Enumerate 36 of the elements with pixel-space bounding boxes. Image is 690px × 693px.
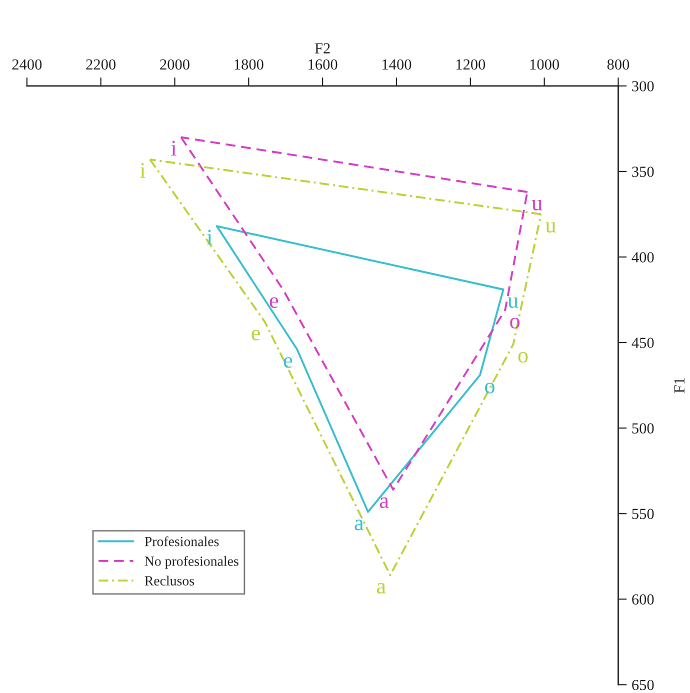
x-tick-label: 2400	[12, 59, 42, 70]
y-tick-label: 650	[632, 680, 654, 690]
x-tick-label: 1600	[308, 59, 338, 70]
y-tick-label: 350	[632, 166, 654, 177]
legend-label: No profesionales	[144, 556, 238, 569]
data-label: o	[518, 352, 528, 363]
data-label: u	[532, 200, 542, 210]
y-tick-label: 400	[632, 252, 654, 262]
data-label: i	[171, 140, 176, 156]
y-tick-label: 450	[632, 338, 654, 348]
data-label: a	[380, 497, 389, 508]
data-label: a	[354, 520, 364, 530]
x-tick-label: 1800	[234, 59, 264, 70]
data-label: i	[140, 162, 146, 178]
y-tick-label: 500	[632, 423, 654, 434]
x-tick-label: 800	[607, 59, 630, 70]
y-axis-title: F1	[674, 378, 684, 393]
data-label: e	[252, 330, 260, 340]
x-tick-label: 2200	[86, 59, 116, 70]
data-label: e	[284, 357, 292, 368]
x-tick-label: 2000	[160, 59, 190, 70]
data-label: i	[207, 230, 212, 244]
x-tick-label: 1400	[382, 59, 412, 70]
y-tick-label: 600	[632, 594, 654, 605]
legend-label: Reclusos	[144, 576, 194, 586]
data-label: o	[485, 382, 494, 394]
x-axis-title: F2	[314, 43, 330, 54]
data-label: e	[270, 297, 278, 308]
data-label: a	[376, 582, 386, 594]
legend-label: Profesionales	[144, 536, 219, 546]
x-tick-label: 1200	[456, 59, 486, 70]
y-tick-label: 550	[632, 508, 654, 520]
data-label: u	[508, 298, 518, 308]
data-label: u	[545, 222, 556, 233]
x-tick-label: 1000	[530, 59, 560, 70]
y-tick-label: 300	[632, 81, 654, 92]
